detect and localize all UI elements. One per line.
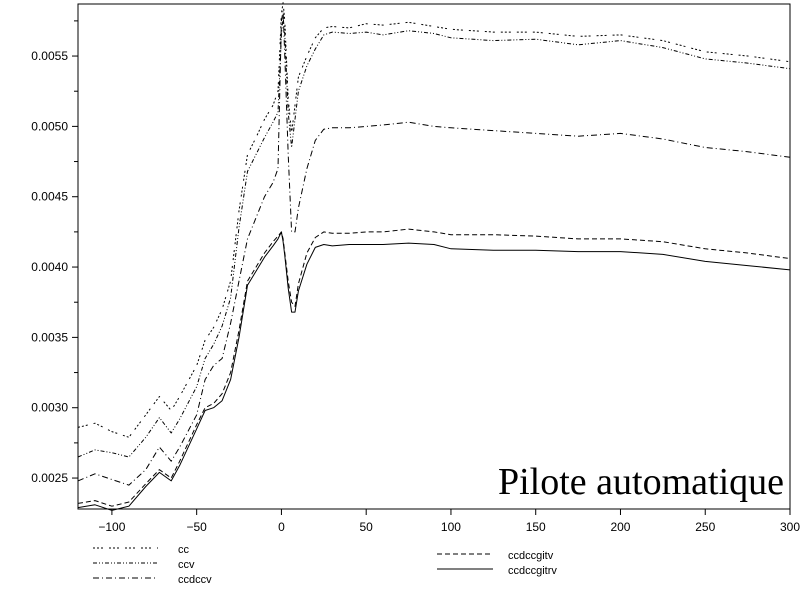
legend-label-ccv: ccv <box>178 559 195 571</box>
x-tick-label: 0 <box>278 520 285 534</box>
y-tick-label: 0.0055 <box>31 49 68 63</box>
legend-label-ccdccgitrv: ccdccgitrv <box>508 565 557 577</box>
x-tick-label: −50 <box>186 520 207 534</box>
x-tick-label: 300 <box>780 520 800 534</box>
y-tick-label: 0.0045 <box>31 190 68 204</box>
series-line-cc <box>77 2 791 438</box>
y-tick-label: 0.0025 <box>31 471 68 485</box>
series-line-ccv <box>77 16 791 458</box>
y-tick-label: 0.0030 <box>31 401 68 415</box>
legend-label-cc: cc <box>178 544 190 556</box>
series-line-ccdccgitv <box>77 228 791 507</box>
x-tick-label: 150 <box>526 520 546 534</box>
legend: cc ccv ccdccv ccdccgitv ccdccgitrv <box>93 544 557 586</box>
series-line-ccdccgitrv <box>77 231 791 511</box>
legend-label-ccdccgitv: ccdccgitv <box>508 550 554 562</box>
y-tick-label: 0.0040 <box>31 260 68 274</box>
x-tick-label: 250 <box>695 520 715 534</box>
plot-frame <box>77 3 791 510</box>
series-line-ccdccv <box>77 10 791 486</box>
y-axis: 0.0025 0.0030 0.0035 0.0040 0.0045 0.0050 0.00… <box>31 20 78 485</box>
series-lines <box>77 2 791 511</box>
y-tick-label: 0.0035 <box>31 330 68 344</box>
x-tick-label: 50 <box>360 520 374 534</box>
chart-annotation: Pilote automatique <box>498 461 784 503</box>
x-axis: −100 −50 0 50 100 150 200 250 300 <box>98 509 800 534</box>
x-tick-label: −100 <box>98 520 125 534</box>
legend-label-ccdccv: ccdccv <box>178 574 212 586</box>
x-tick-label: 100 <box>441 520 461 534</box>
x-tick-label: 200 <box>610 520 630 534</box>
y-tick-label: 0.0050 <box>31 119 68 133</box>
